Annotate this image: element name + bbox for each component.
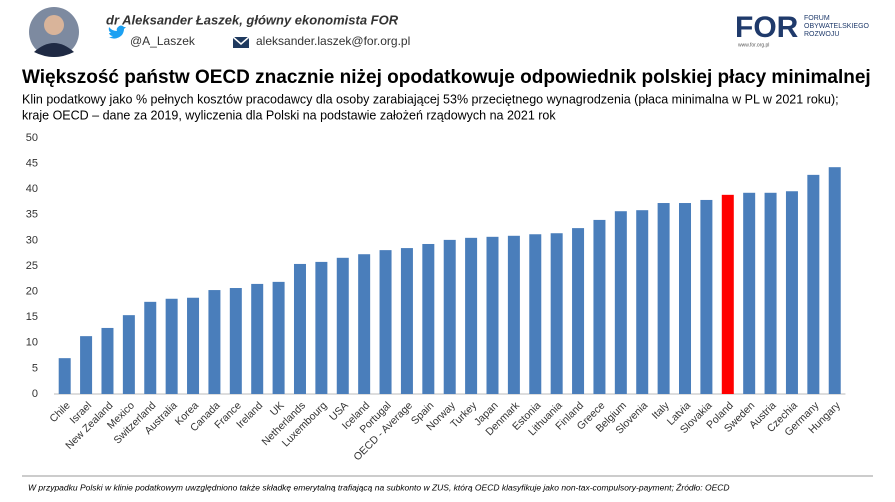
y-tick-label: 0 bbox=[32, 388, 38, 400]
logo-line: FORUM bbox=[804, 15, 830, 22]
bar bbox=[550, 233, 563, 394]
y-tick-label: 25 bbox=[26, 260, 38, 272]
bar bbox=[58, 358, 71, 394]
bar bbox=[272, 281, 285, 394]
bar bbox=[785, 191, 798, 394]
chart-subtitle: kraje OECD – dane za 2019, wyliczenia dl… bbox=[22, 108, 556, 122]
bar bbox=[721, 194, 734, 394]
bar bbox=[122, 315, 135, 394]
author-photo-suit bbox=[34, 43, 74, 57]
bar bbox=[229, 288, 242, 394]
bar bbox=[636, 210, 649, 394]
bar bbox=[336, 257, 349, 394]
bar bbox=[208, 290, 221, 394]
bar bbox=[764, 192, 777, 394]
bar bbox=[443, 239, 456, 394]
bar bbox=[165, 298, 178, 394]
bar bbox=[807, 174, 820, 394]
bar bbox=[379, 250, 392, 394]
bar bbox=[187, 297, 200, 394]
bar bbox=[593, 219, 606, 394]
y-tick-label: 5 bbox=[32, 362, 38, 374]
author-photo-face bbox=[44, 15, 64, 35]
footnote: W przypadku Polski w klinie podatkowym u… bbox=[28, 482, 730, 492]
twitter-handle: @A_Laszek bbox=[130, 34, 196, 48]
bar bbox=[529, 234, 542, 394]
y-tick-label: 15 bbox=[26, 311, 38, 323]
bar bbox=[572, 228, 585, 394]
bar bbox=[679, 203, 692, 394]
y-tick-label: 50 bbox=[26, 132, 38, 144]
email-icon-flap bbox=[232, 36, 250, 45]
logo-url: www.for.org.pl bbox=[738, 42, 769, 48]
logo-mark: FOR bbox=[735, 11, 799, 44]
bar bbox=[101, 327, 114, 394]
bar bbox=[251, 283, 264, 394]
email: aleksander.laszek@for.org.pl bbox=[256, 34, 410, 48]
y-tick-label: 35 bbox=[26, 209, 38, 221]
bar bbox=[828, 167, 841, 394]
bar bbox=[400, 248, 413, 394]
bar bbox=[358, 254, 371, 394]
bar bbox=[315, 261, 328, 394]
bar bbox=[293, 263, 306, 394]
twitter-icon bbox=[108, 25, 126, 39]
logo-line: ROZWOJU bbox=[804, 31, 839, 38]
y-tick-label: 20 bbox=[26, 286, 38, 298]
chart-title: Większość państw OECD znacznie niżej opo… bbox=[22, 67, 871, 88]
author: dr Aleksander Łaszek, główny ekonomista … bbox=[106, 12, 399, 27]
bar bbox=[657, 203, 670, 394]
bar bbox=[422, 243, 435, 394]
bar bbox=[80, 336, 93, 394]
y-tick-label: 45 bbox=[26, 158, 38, 170]
chart-subtitle: Klin podatkowy jako % pełnych kosztów pr… bbox=[22, 92, 839, 106]
bar bbox=[486, 236, 499, 394]
x-tick-label: Chile bbox=[47, 399, 73, 425]
bar bbox=[465, 237, 478, 394]
logo-line: OBYWATELSKIEGO bbox=[804, 23, 870, 30]
bar bbox=[507, 235, 520, 394]
bar bbox=[614, 211, 627, 394]
y-tick-label: 10 bbox=[26, 337, 38, 349]
bar bbox=[743, 192, 756, 394]
email-icon bbox=[233, 37, 249, 48]
bar bbox=[700, 199, 713, 394]
bar bbox=[144, 301, 157, 394]
y-tick-label: 30 bbox=[26, 234, 38, 246]
y-tick-label: 40 bbox=[26, 183, 38, 195]
